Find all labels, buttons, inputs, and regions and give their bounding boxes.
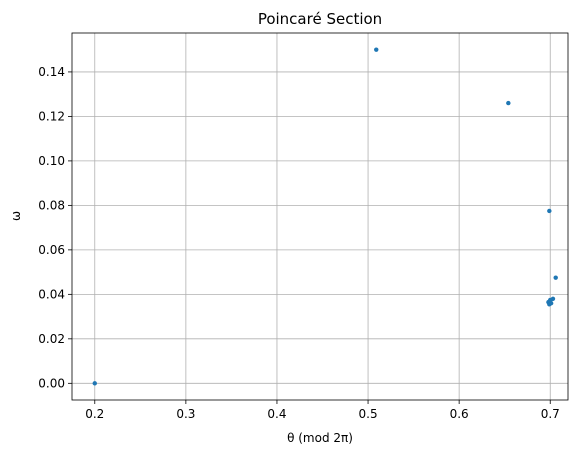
y-tick-label: 0.10 xyxy=(38,154,65,168)
y-tick-label: 0.14 xyxy=(38,65,65,79)
x-tick-label: 0.7 xyxy=(541,407,560,421)
x-tick-label: 0.5 xyxy=(359,407,378,421)
y-tick-label: 0.02 xyxy=(38,332,65,346)
y-tick-label: 0.06 xyxy=(38,243,65,257)
y-tick-label: 0.12 xyxy=(38,110,65,124)
x-tick-label: 0.3 xyxy=(176,407,195,421)
plot-frame xyxy=(71,32,569,401)
scatter-points xyxy=(92,47,558,386)
data-point xyxy=(548,297,553,303)
grid xyxy=(72,33,568,400)
data-point xyxy=(92,381,97,386)
data-point xyxy=(374,47,379,52)
x-axis-ticks: 0.2 0.3 0.4 0.5 0.6 0.7 xyxy=(85,400,560,421)
data-point xyxy=(547,302,552,307)
x-tick-label: 0.2 xyxy=(85,407,104,421)
x-tick-label: 0.4 xyxy=(267,407,286,421)
data-point xyxy=(553,275,558,280)
chart-title: Poincaré Section xyxy=(258,10,382,28)
y-tick-label: 0.08 xyxy=(38,199,65,213)
y-axis-ticks: 0.00 0.02 0.04 0.06 0.08 0.10 0.12 0.14 xyxy=(38,65,72,391)
y-tick-label: 0.04 xyxy=(38,288,65,302)
y-axis-label: ω xyxy=(9,211,23,221)
y-tick-label: 0.00 xyxy=(38,377,65,391)
x-axis-label: θ (mod 2π) xyxy=(287,431,353,445)
data-point xyxy=(547,208,552,214)
data-point xyxy=(506,100,511,106)
x-tick-label: 0.6 xyxy=(450,407,469,421)
